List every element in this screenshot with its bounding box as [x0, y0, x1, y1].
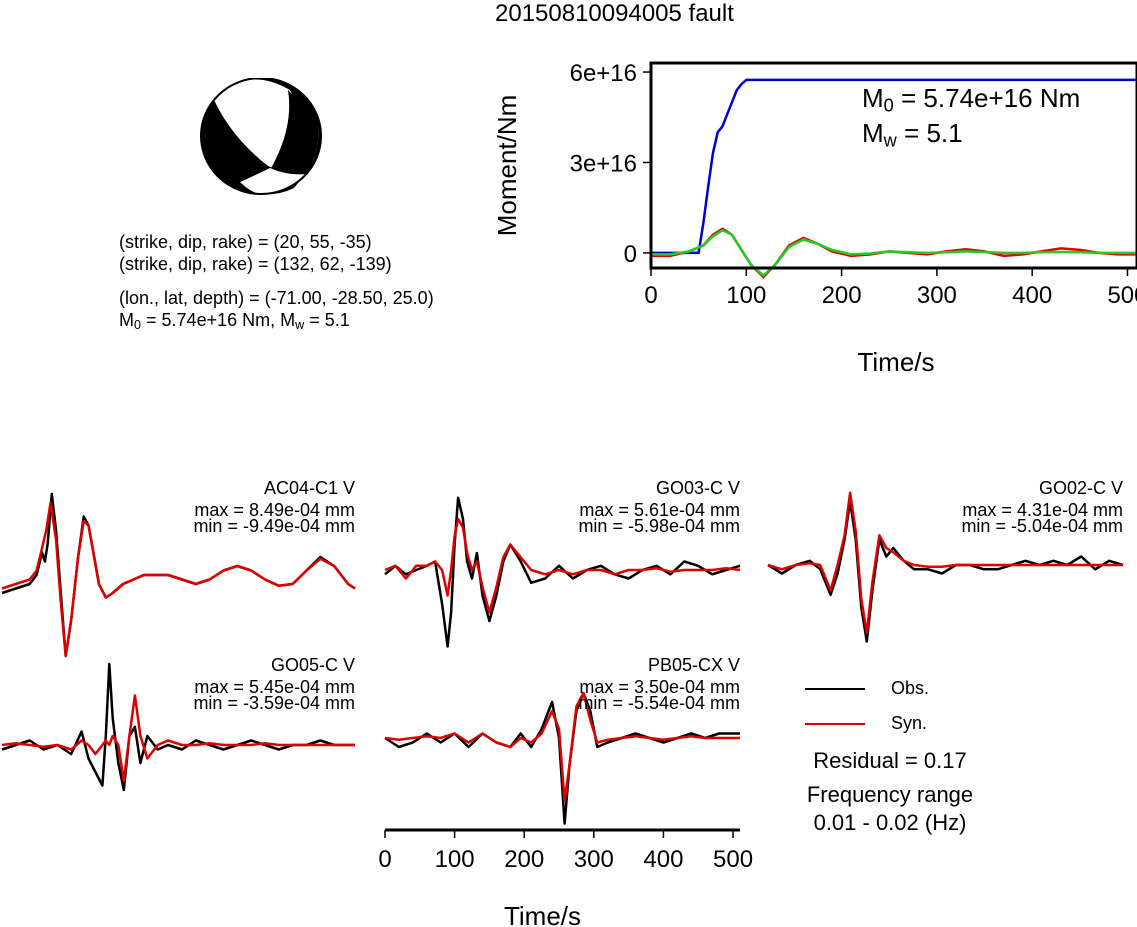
observed-trace [1, 662, 355, 792]
waveform-x-tick-label: 0 [378, 846, 391, 873]
station-label: GO02-C V [1039, 478, 1123, 498]
moment-plot-frame [649, 61, 1137, 270]
min-amplitude-label: min = -9.49e-04 mm [193, 516, 355, 536]
moment-magnitude-line: M0 = 5.74e+16 Nm, Mw = 5.1 [119, 310, 350, 333]
synthetic-trace [384, 517, 741, 614]
moment-x-tick-label: 300 [917, 282, 957, 309]
waveform-x-tick-label: 300 [574, 846, 614, 873]
moment-x-tick-label: 100 [726, 282, 766, 309]
figure-title: 20150810094005 fault [495, 0, 734, 27]
legend-syn-label: Syn. [891, 713, 928, 733]
moment-y-tick-label: 6e+16 [570, 60, 637, 87]
strike-dip-rake-2: (strike, dip, rake) = (132, 62, -139) [119, 254, 392, 274]
mechanism-info: (strike, dip, rake) = (20, 55, -35) (str… [119, 231, 434, 336]
station-label: AC04-C1 V [264, 478, 355, 498]
waveform-x-tick-label: 500 [713, 846, 753, 873]
frequency-range-title: Frequency range [806, 782, 974, 807]
waveform-x-tick-label: 100 [435, 846, 475, 873]
waveform-x-tick-label: 400 [643, 846, 683, 873]
frequency-range-value: 0.01 - 0.02 (Hz) [813, 810, 967, 835]
station-label: GO05-C V [271, 655, 355, 675]
min-amplitude-label: min = -5.04e-04 mm [961, 516, 1123, 536]
max-amplitude-label: max = 8.49e-04 mm [194, 500, 355, 520]
moment-x-tick-label: 400 [1012, 282, 1052, 309]
legend-obs-line [805, 688, 865, 690]
max-amplitude-label: max = 5.45e-04 mm [194, 677, 355, 697]
mw-annotation: Mw = 5.1 [862, 118, 963, 151]
residual-label: Residual = 0.17 [813, 748, 967, 773]
legend: Obs. Syn. [795, 676, 1005, 836]
station-label: PB05-CX V [648, 655, 740, 675]
max-amplitude-label: max = 4.31e-04 mm [962, 500, 1123, 520]
beachball-icon [200, 78, 322, 195]
station-label: GO03-C V [656, 478, 740, 498]
legend-syn-line [805, 723, 865, 725]
moment-x-tick-label: 0 [644, 282, 657, 309]
waveform-x-tick-label: 200 [504, 846, 544, 873]
moment-x-tick-label: 200 [822, 282, 862, 309]
legend-obs-label: Obs. [891, 678, 930, 698]
waveform-x-axis-label: Time/s [504, 901, 581, 927]
moment-y-axis-label: Moment/Nm [492, 95, 522, 237]
min-amplitude-label: min = -3.59e-04 mm [193, 693, 355, 713]
m0-annotation: M0 = 5.74e+16 Nm [862, 83, 1081, 116]
min-amplitude-label: min = -5.54e-04 mm [578, 693, 740, 713]
strike-dip-rake-1: (strike, dip, rake) = (20, 55, -35) [119, 232, 372, 252]
moment-y-tick-label: 3e+16 [570, 150, 637, 177]
moment-chart: 0 100 200 300 400 500 0 3e+16 6e+16 Time/s Moment/… [492, 60, 1137, 377]
moment-y-tick-label: 0 [624, 241, 637, 268]
synthetic-trace [767, 491, 1123, 635]
min-amplitude-label: min = -5.98e-04 mm [578, 516, 740, 536]
moment-series-0 [651, 78, 1137, 255]
max-amplitude-label: max = 5.61e-04 mm [579, 500, 740, 520]
max-amplitude-label: max = 3.50e-04 mm [579, 677, 740, 697]
moment-x-tick-label: 500 [1107, 282, 1137, 309]
moment-series-2 [651, 228, 1137, 278]
moment-x-axis-label: Time/s [857, 347, 934, 377]
lon-lat-depth: (lon., lat, depth) = (-71.00, -28.50, 25… [119, 288, 434, 308]
synthetic-trace [1, 694, 355, 783]
synthetic-trace [384, 691, 740, 803]
synthetic-trace [1, 501, 356, 658]
